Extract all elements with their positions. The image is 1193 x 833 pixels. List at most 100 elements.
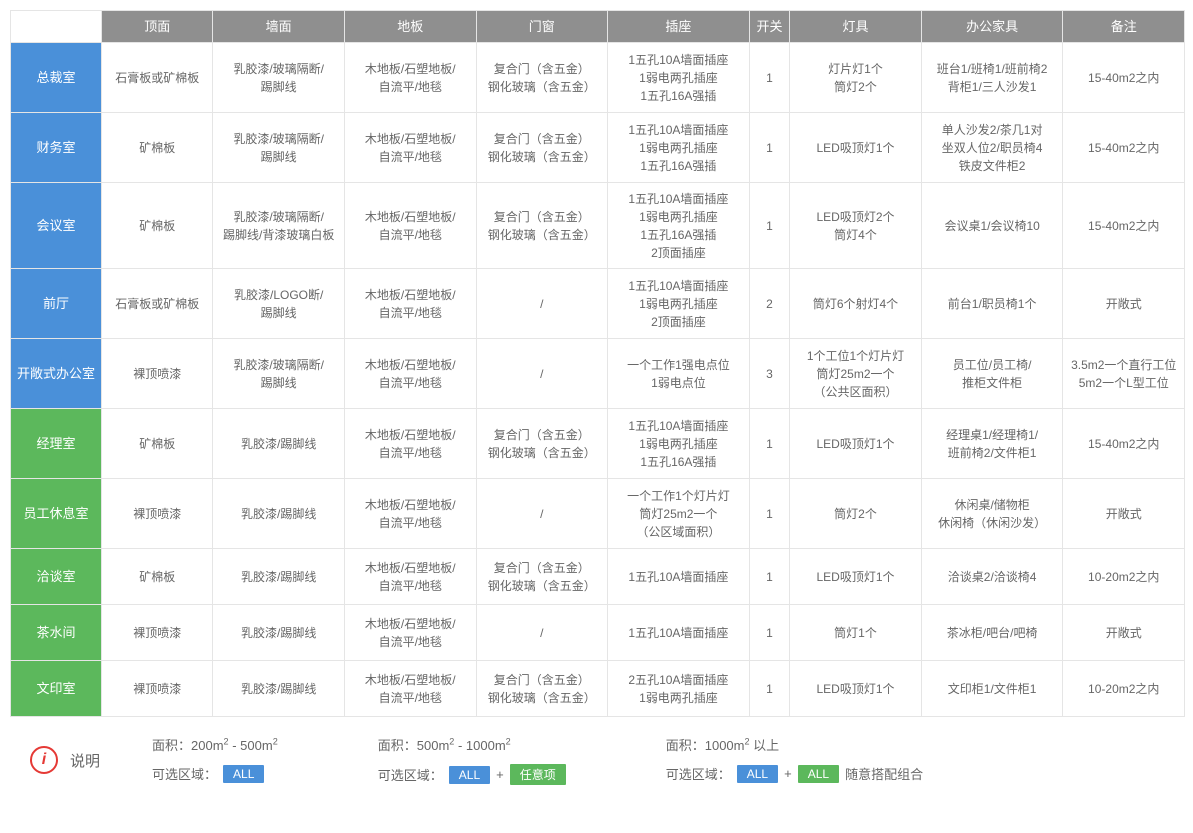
row-header: 前厅	[11, 269, 102, 339]
table-cell: 1	[749, 605, 789, 661]
table-row: 前厅石膏板或矿棉板乳胶漆/LOGO断/踢脚线木地板/石塑地板/自流平/地毯/1五…	[11, 269, 1185, 339]
table-cell: 10-20m2之内	[1063, 549, 1185, 605]
table-cell: 复合门（含五金）钢化玻璃（含五金）	[476, 183, 608, 269]
table-cell: 木地板/石塑地板/自流平/地毯	[344, 43, 476, 113]
table-cell: 筒灯1个	[790, 605, 922, 661]
table-cell: 乳胶漆/玻璃隔断/踢脚线	[213, 43, 345, 113]
table-cell: /	[476, 339, 608, 409]
table-cell: 灯片灯1个筒灯2个	[790, 43, 922, 113]
header-cell: 顶面	[102, 11, 213, 43]
header-cell: 开关	[749, 11, 789, 43]
row-header: 开敞式办公室	[11, 339, 102, 409]
table-cell: 裸顶喷漆	[102, 339, 213, 409]
table-cell: 木地板/石塑地板/自流平/地毯	[344, 549, 476, 605]
table-cell: LED吸顶灯1个	[790, 549, 922, 605]
row-header: 财务室	[11, 113, 102, 183]
table-cell: 乳胶漆/踢脚线	[213, 479, 345, 549]
table-cell: 复合门（含五金）钢化玻璃（含五金）	[476, 43, 608, 113]
table-cell: 复合门（含五金）钢化玻璃（含五金）	[476, 661, 608, 717]
table-cell: 矿棉板	[102, 183, 213, 269]
legend-group: 面积：1000m2 以上可选区域：ALL+ALL随意搭配组合	[666, 735, 923, 785]
table-cell: 木地板/石塑地板/自流平/地毯	[344, 605, 476, 661]
table-cell: 1	[749, 183, 789, 269]
table-cell: LED吸顶灯1个	[790, 409, 922, 479]
legend-pill: 任意项	[510, 764, 566, 785]
table-cell: LED吸顶灯1个	[790, 661, 922, 717]
legend-pill: ALL	[798, 765, 839, 783]
plus-separator: +	[784, 766, 792, 781]
legend-label: 说明	[70, 750, 100, 771]
legend-selectable-line: 可选区域：ALL+任意项	[378, 764, 566, 785]
row-header: 茶水间	[11, 605, 102, 661]
table-cell: 1	[749, 661, 789, 717]
legend-group: 面积：500m2 - 1000m2可选区域：ALL+任意项	[378, 735, 566, 785]
table-cell: 复合门（含五金）钢化玻璃（含五金）	[476, 549, 608, 605]
table-cell: 15-40m2之内	[1063, 183, 1185, 269]
table-cell: LED吸顶灯2个筒灯4个	[790, 183, 922, 269]
table-cell: 1五孔10A墙面插座1弱电两孔插座1五孔16A强插2顶面插座	[608, 183, 750, 269]
table-row: 茶水间裸顶喷漆乳胶漆/踢脚线木地板/石塑地板/自流平/地毯/1五孔10A墙面插座…	[11, 605, 1185, 661]
row-header: 文印室	[11, 661, 102, 717]
table-cell: 15-40m2之内	[1063, 113, 1185, 183]
table-cell: 1	[749, 43, 789, 113]
table-row: 员工休息室裸顶喷漆乳胶漆/踢脚线木地板/石塑地板/自流平/地毯/一个工作1个灯片…	[11, 479, 1185, 549]
table-cell: LED吸顶灯1个	[790, 113, 922, 183]
table-cell: 开敞式	[1063, 269, 1185, 339]
table-cell: 裸顶喷漆	[102, 661, 213, 717]
table-cell: 1五孔10A墙面插座1弱电两孔插座1五孔16A强插	[608, 43, 750, 113]
legend-selectable-label: 可选区域：	[666, 764, 731, 783]
row-header: 经理室	[11, 409, 102, 479]
legend-selectable-label: 可选区域：	[152, 764, 217, 783]
row-header: 员工休息室	[11, 479, 102, 549]
table-cell: 1	[749, 113, 789, 183]
legend-selectable-line: 可选区域：ALL	[152, 764, 278, 783]
table-cell: /	[476, 605, 608, 661]
table-cell: 3.5m2一个直行工位5m2一个L型工位	[1063, 339, 1185, 409]
table-cell: 会议桌1/会议椅10	[921, 183, 1063, 269]
table-cell: 筒灯6个射灯4个	[790, 269, 922, 339]
table-row: 经理室矿棉板乳胶漆/踢脚线木地板/石塑地板/自流平/地毯复合门（含五金）钢化玻璃…	[11, 409, 1185, 479]
table-cell: /	[476, 269, 608, 339]
legend-footer: i 说明 面积：200m2 - 500m2可选区域：ALL 面积：500m2 - …	[10, 735, 1185, 785]
table-cell: 乳胶漆/LOGO断/踢脚线	[213, 269, 345, 339]
table-cell: 木地板/石塑地板/自流平/地毯	[344, 661, 476, 717]
table-cell: /	[476, 479, 608, 549]
table-cell: 员工位/员工椅/推柜文件柜	[921, 339, 1063, 409]
table-cell: 乳胶漆/踢脚线	[213, 549, 345, 605]
header-cell: 插座	[608, 11, 750, 43]
table-cell: 茶冰柜/吧台/吧椅	[921, 605, 1063, 661]
table-cell: 1五孔10A墙面插座1弱电两孔插座2顶面插座	[608, 269, 750, 339]
row-header: 总裁室	[11, 43, 102, 113]
table-cell: 2五孔10A墙面插座1弱电两孔插座	[608, 661, 750, 717]
table-cell: 2	[749, 269, 789, 339]
row-header: 洽谈室	[11, 549, 102, 605]
table-row: 会议室矿棉板乳胶漆/玻璃隔断/踢脚线/背漆玻璃白板木地板/石塑地板/自流平/地毯…	[11, 183, 1185, 269]
table-cell: 石膏板或矿棉板	[102, 269, 213, 339]
table-cell: 经理桌1/经理椅1/班前椅2/文件柜1	[921, 409, 1063, 479]
table-cell: 木地板/石塑地板/自流平/地毯	[344, 479, 476, 549]
info-icon: i	[30, 746, 58, 774]
table-cell: 1个工位1个灯片灯筒灯25m2一个（公共区面积）	[790, 339, 922, 409]
table-cell: 1	[749, 549, 789, 605]
table-cell: 乳胶漆/踢脚线	[213, 605, 345, 661]
table-cell: 乳胶漆/踢脚线	[213, 409, 345, 479]
table-row: 财务室矿棉板乳胶漆/玻璃隔断/踢脚线木地板/石塑地板/自流平/地毯复合门（含五金…	[11, 113, 1185, 183]
table-cell: 前台1/职员椅1个	[921, 269, 1063, 339]
table-cell: 乳胶漆/踢脚线	[213, 661, 345, 717]
table-cell: 1五孔10A墙面插座	[608, 605, 750, 661]
table-cell: 文印柜1/文件柜1	[921, 661, 1063, 717]
table-cell: 开敞式	[1063, 605, 1185, 661]
table-cell: 木地板/石塑地板/自流平/地毯	[344, 183, 476, 269]
legend-group: 面积：200m2 - 500m2可选区域：ALL	[152, 735, 278, 785]
table-cell: 1	[749, 479, 789, 549]
table-cell: 1	[749, 409, 789, 479]
table-cell: 复合门（含五金）钢化玻璃（含五金）	[476, 113, 608, 183]
table-cell: 15-40m2之内	[1063, 409, 1185, 479]
spec-table: 顶面墙面地板门窗插座开关灯具办公家具备注 总裁室石膏板或矿棉板乳胶漆/玻璃隔断/…	[10, 10, 1185, 717]
table-cell: 木地板/石塑地板/自流平/地毯	[344, 269, 476, 339]
table-cell: 开敞式	[1063, 479, 1185, 549]
header-cell: 办公家具	[921, 11, 1063, 43]
header-cell: 地板	[344, 11, 476, 43]
table-cell: 15-40m2之内	[1063, 43, 1185, 113]
header-cell: 备注	[1063, 11, 1185, 43]
